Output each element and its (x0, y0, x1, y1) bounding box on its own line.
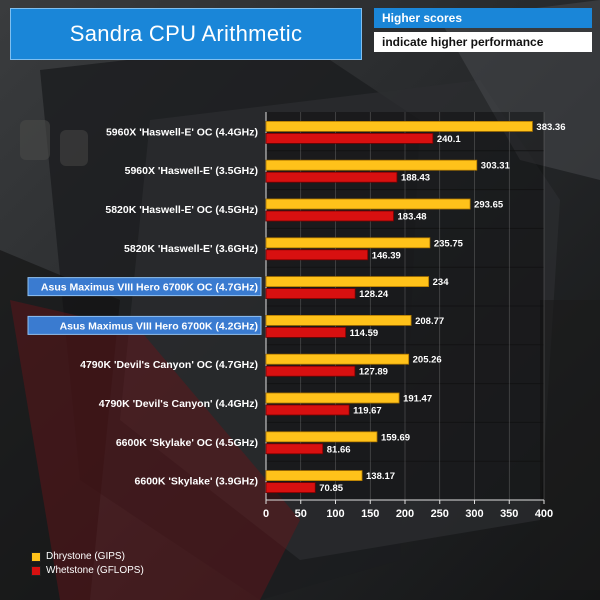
x-tick-label: 100 (326, 508, 344, 520)
bar-whetstone (265, 404, 350, 416)
category-label: 5960X 'Haswell-E' OC (4.4GHz) (106, 126, 258, 138)
bar-whetstone (265, 365, 356, 377)
data-label-whetstone: 119.67 (353, 406, 382, 417)
chart-title: Sandra CPU Arithmetic (69, 21, 303, 46)
x-tick-label: 300 (465, 508, 483, 520)
category-label: 5820K 'Haswell-E' (3.6GHz) (124, 243, 258, 255)
data-label-whetstone: 240.1 (437, 134, 461, 145)
data-label-whetstone: 127.89 (359, 367, 388, 378)
data-label-dhrystone: 234 (433, 277, 450, 288)
data-label-dhrystone: 293.65 (474, 200, 504, 211)
legend-item-dhrystone: Dhrystone (GIPS) (31, 551, 125, 562)
data-label-whetstone: 188.43 (401, 173, 430, 184)
bar-dhrystone (265, 353, 410, 365)
legend-item-whetstone: Whetstone (GFLOPS) (31, 565, 144, 576)
x-tick-label: 50 (295, 508, 307, 520)
data-label-whetstone: 114.59 (350, 328, 379, 339)
legend-label-dhrystone: Dhrystone (GIPS) (46, 551, 125, 562)
bar-dhrystone (265, 237, 431, 249)
data-label-dhrystone: 303.31 (481, 161, 511, 172)
bar-dhrystone (265, 276, 430, 288)
x-tick-label: 200 (396, 508, 414, 520)
data-label-whetstone: 128.24 (359, 289, 389, 300)
data-label-dhrystone: 235.75 (434, 238, 464, 249)
data-label-dhrystone: 383.36 (536, 122, 565, 133)
category-label: 5960X 'Haswell-E' (3.5GHz) (125, 165, 258, 177)
x-tick-label: 250 (431, 508, 449, 520)
data-label-whetstone: 183.48 (398, 212, 427, 223)
title-box: Sandra CPU Arithmetic (10, 8, 362, 60)
bar-whetstone (265, 210, 394, 222)
data-label-dhrystone: 208.77 (415, 316, 444, 327)
bar-whetstone (265, 443, 324, 455)
legend-swatch-whetstone (31, 565, 41, 576)
data-label-dhrystone: 159.69 (381, 432, 410, 443)
category-label: 4790K 'Devil's Canyon' OC (4.7GHz) (80, 359, 258, 371)
bar-dhrystone (265, 159, 478, 171)
bar-whetstone (265, 132, 434, 144)
category-highlight (27, 315, 262, 335)
data-label-whetstone: 146.39 (372, 250, 401, 261)
bar-whetstone (265, 288, 356, 300)
bar-dhrystone (265, 198, 471, 210)
note-indicate-performance: indicate higher performance (374, 32, 592, 52)
bar-whetstone (265, 249, 369, 261)
data-label-dhrystone: 138.17 (366, 471, 395, 482)
category-label: 6600K 'Skylake' (3.9GHz) (135, 476, 258, 488)
category-label: 6600K 'Skylake' OC (4.5GHz) (116, 437, 258, 449)
x-tick-label: 400 (535, 508, 553, 520)
category-label: 5820K 'Haswell-E' OC (4.5GHz) (105, 204, 258, 216)
x-tick-label: 350 (500, 508, 518, 520)
category-label: Asus Maximus VIII Hero 6700K (4.2GHz) (60, 320, 258, 332)
category-label: Asus Maximus VIII Hero 6700K OC (4.7GHz) (41, 282, 258, 294)
data-label-dhrystone: 205.26 (413, 355, 442, 366)
x-tick-label: 150 (361, 508, 379, 520)
note-higher-scores: Higher scores (374, 8, 592, 28)
x-tick-label: 0 (263, 508, 269, 520)
bar-dhrystone (265, 431, 378, 443)
data-label-whetstone: 70.85 (319, 483, 343, 494)
bar-dhrystone (265, 470, 363, 482)
data-label-dhrystone: 191.47 (403, 394, 432, 405)
data-label-whetstone: 81.66 (327, 444, 351, 455)
legend-label-whetstone: Whetstone (GFLOPS) (46, 565, 144, 576)
bar-dhrystone (265, 121, 533, 132)
bar-dhrystone (265, 314, 412, 326)
category-highlight (27, 277, 262, 297)
bar-whetstone (265, 171, 398, 183)
bar-whetstone (265, 326, 347, 338)
category-label: 4790K 'Devil's Canyon' (4.4GHz) (99, 398, 258, 410)
bar-dhrystone (265, 392, 400, 404)
bar-whetstone (265, 482, 316, 494)
legend-swatch-dhrystone (31, 551, 41, 562)
